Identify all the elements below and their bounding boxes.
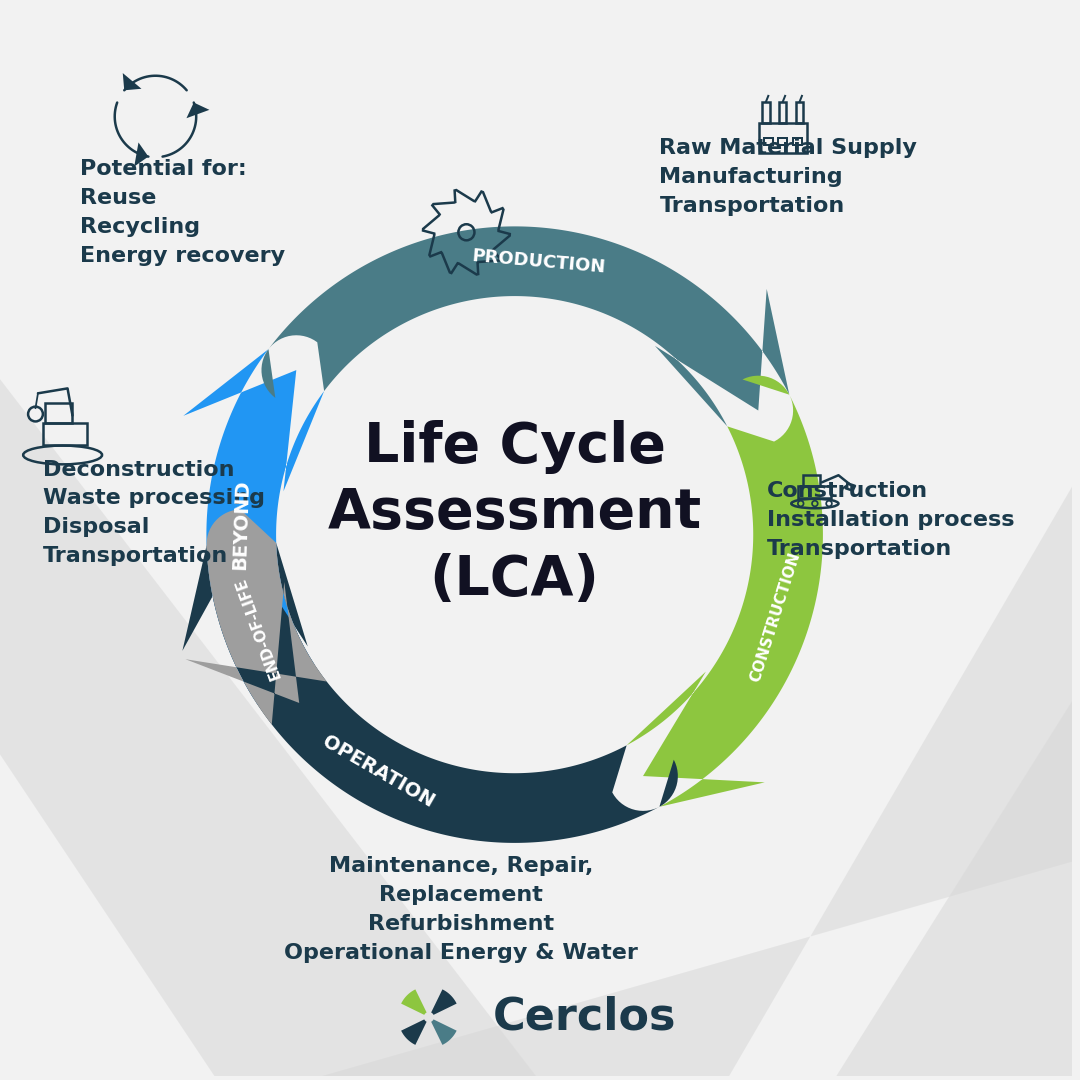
Polygon shape bbox=[322, 486, 1072, 1076]
Bar bbox=[764, 138, 773, 146]
Text: Raw Material Supply
Manufacturing
Transportation: Raw Material Supply Manufacturing Transp… bbox=[660, 138, 917, 216]
Bar bbox=[796, 102, 804, 123]
Polygon shape bbox=[187, 103, 210, 118]
Polygon shape bbox=[401, 1020, 427, 1044]
Text: END-OF-LIFE: END-OF-LIFE bbox=[232, 575, 283, 681]
Bar bbox=[804, 475, 820, 486]
Bar bbox=[779, 138, 787, 146]
Bar bbox=[779, 102, 786, 123]
Polygon shape bbox=[184, 349, 324, 718]
Text: Potential for:
Reuse
Recycling
Energy recovery: Potential for: Reuse Recycling Energy re… bbox=[80, 160, 285, 266]
Bar bbox=[45, 403, 72, 423]
Polygon shape bbox=[183, 543, 678, 842]
Polygon shape bbox=[123, 73, 141, 91]
Bar bbox=[798, 486, 832, 498]
Polygon shape bbox=[401, 989, 427, 1015]
Bar bbox=[762, 102, 770, 123]
Text: OPERATION: OPERATION bbox=[319, 731, 437, 811]
Polygon shape bbox=[261, 227, 789, 427]
Polygon shape bbox=[431, 1020, 457, 1044]
Polygon shape bbox=[557, 701, 1072, 1076]
Polygon shape bbox=[186, 510, 326, 725]
Text: Deconstruction
Waste processing
Disposal
Transportation: Deconstruction Waste processing Disposal… bbox=[43, 460, 265, 566]
Text: BEYOND: BEYOND bbox=[230, 480, 253, 570]
Bar bbox=[793, 138, 801, 146]
Polygon shape bbox=[0, 379, 536, 1076]
Bar bbox=[43, 423, 87, 445]
Text: Construction
Installation process
Transportation: Construction Installation process Transp… bbox=[767, 481, 1014, 558]
Polygon shape bbox=[134, 143, 148, 166]
Polygon shape bbox=[626, 376, 823, 807]
Text: Maintenance, Repair,
Replacement
Refurbishment
Operational Energy & Water: Maintenance, Repair, Replacement Refurbi… bbox=[284, 856, 638, 962]
Text: Life Cycle
Assessment
(LCA): Life Cycle Assessment (LCA) bbox=[327, 420, 702, 607]
Text: CONSTRUCTION: CONSTRUCTION bbox=[747, 550, 802, 684]
Text: PRODUCTION: PRODUCTION bbox=[471, 247, 606, 278]
Polygon shape bbox=[431, 989, 457, 1015]
Bar bbox=[758, 123, 807, 153]
Text: Cerclos: Cerclos bbox=[494, 996, 677, 1039]
